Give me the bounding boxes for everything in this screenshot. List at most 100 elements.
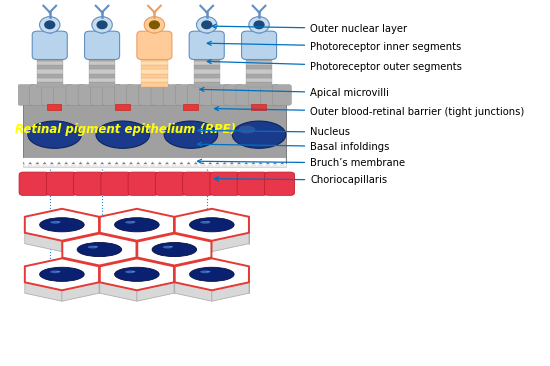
Text: Photoreceptor inner segments: Photoreceptor inner segments bbox=[207, 41, 461, 52]
FancyBboxPatch shape bbox=[141, 65, 168, 69]
Text: Outer blood-retinal barrier (tight junctions): Outer blood-retinal barrier (tight junct… bbox=[214, 107, 524, 117]
Polygon shape bbox=[137, 233, 174, 252]
Polygon shape bbox=[137, 282, 174, 301]
Ellipse shape bbox=[57, 221, 60, 222]
Ellipse shape bbox=[131, 221, 135, 222]
Ellipse shape bbox=[125, 270, 135, 273]
FancyBboxPatch shape bbox=[89, 65, 115, 69]
Polygon shape bbox=[100, 282, 137, 301]
Ellipse shape bbox=[96, 20, 108, 29]
Polygon shape bbox=[212, 282, 249, 301]
FancyBboxPatch shape bbox=[194, 78, 220, 82]
Text: Basal infoldings: Basal infoldings bbox=[197, 142, 389, 152]
FancyBboxPatch shape bbox=[194, 69, 220, 74]
FancyBboxPatch shape bbox=[246, 74, 272, 78]
FancyBboxPatch shape bbox=[139, 85, 158, 105]
Polygon shape bbox=[175, 209, 249, 241]
FancyBboxPatch shape bbox=[30, 85, 48, 105]
Text: Apical microvilli: Apical microvilli bbox=[200, 87, 389, 98]
FancyBboxPatch shape bbox=[19, 172, 50, 195]
Polygon shape bbox=[25, 258, 99, 290]
Polygon shape bbox=[100, 233, 137, 252]
Text: Nucleus: Nucleus bbox=[197, 127, 350, 137]
FancyBboxPatch shape bbox=[272, 85, 292, 105]
FancyBboxPatch shape bbox=[90, 85, 109, 105]
FancyBboxPatch shape bbox=[224, 85, 243, 105]
Ellipse shape bbox=[238, 126, 255, 134]
Ellipse shape bbox=[164, 121, 218, 148]
FancyBboxPatch shape bbox=[237, 172, 267, 195]
FancyBboxPatch shape bbox=[210, 172, 240, 195]
FancyBboxPatch shape bbox=[78, 85, 97, 105]
FancyBboxPatch shape bbox=[47, 104, 62, 111]
Polygon shape bbox=[25, 233, 62, 252]
Polygon shape bbox=[62, 258, 100, 276]
FancyBboxPatch shape bbox=[37, 78, 63, 82]
Ellipse shape bbox=[87, 246, 98, 249]
FancyBboxPatch shape bbox=[23, 103, 286, 163]
FancyBboxPatch shape bbox=[141, 74, 168, 78]
Ellipse shape bbox=[201, 20, 212, 29]
Ellipse shape bbox=[206, 221, 211, 222]
Ellipse shape bbox=[149, 20, 160, 29]
FancyBboxPatch shape bbox=[260, 85, 279, 105]
FancyBboxPatch shape bbox=[265, 172, 295, 195]
FancyBboxPatch shape bbox=[89, 74, 115, 78]
Ellipse shape bbox=[232, 121, 286, 148]
FancyBboxPatch shape bbox=[37, 69, 63, 74]
FancyBboxPatch shape bbox=[89, 69, 115, 74]
Polygon shape bbox=[100, 209, 174, 241]
FancyBboxPatch shape bbox=[194, 56, 220, 61]
Ellipse shape bbox=[163, 246, 173, 249]
Ellipse shape bbox=[249, 16, 270, 33]
Ellipse shape bbox=[114, 267, 159, 281]
FancyBboxPatch shape bbox=[37, 82, 63, 87]
Polygon shape bbox=[62, 282, 99, 301]
FancyBboxPatch shape bbox=[101, 172, 131, 195]
FancyBboxPatch shape bbox=[188, 85, 206, 105]
FancyBboxPatch shape bbox=[246, 65, 272, 69]
FancyBboxPatch shape bbox=[89, 56, 115, 61]
Ellipse shape bbox=[196, 16, 217, 33]
Ellipse shape bbox=[114, 218, 159, 232]
Ellipse shape bbox=[40, 267, 84, 281]
Ellipse shape bbox=[102, 126, 119, 134]
Ellipse shape bbox=[94, 246, 98, 247]
FancyBboxPatch shape bbox=[194, 65, 220, 69]
Ellipse shape bbox=[169, 246, 173, 247]
Ellipse shape bbox=[40, 16, 60, 33]
FancyBboxPatch shape bbox=[194, 82, 220, 87]
Ellipse shape bbox=[200, 221, 210, 224]
FancyBboxPatch shape bbox=[74, 172, 104, 195]
Ellipse shape bbox=[96, 121, 150, 148]
Ellipse shape bbox=[170, 126, 187, 134]
Ellipse shape bbox=[77, 243, 122, 257]
FancyBboxPatch shape bbox=[89, 78, 115, 82]
Polygon shape bbox=[175, 233, 212, 252]
Ellipse shape bbox=[92, 16, 112, 33]
Polygon shape bbox=[212, 233, 249, 252]
FancyBboxPatch shape bbox=[85, 31, 119, 60]
Polygon shape bbox=[25, 209, 99, 241]
Polygon shape bbox=[174, 258, 211, 276]
FancyBboxPatch shape bbox=[200, 85, 218, 105]
FancyBboxPatch shape bbox=[163, 85, 182, 105]
FancyBboxPatch shape bbox=[141, 82, 168, 87]
Text: Outer nuclear layer: Outer nuclear layer bbox=[212, 24, 408, 34]
FancyBboxPatch shape bbox=[128, 172, 158, 195]
FancyBboxPatch shape bbox=[23, 163, 286, 167]
Polygon shape bbox=[175, 282, 212, 301]
FancyBboxPatch shape bbox=[141, 61, 168, 65]
Ellipse shape bbox=[190, 218, 234, 232]
Polygon shape bbox=[100, 258, 136, 276]
FancyBboxPatch shape bbox=[54, 85, 73, 105]
FancyBboxPatch shape bbox=[189, 31, 224, 60]
FancyBboxPatch shape bbox=[246, 69, 272, 74]
Polygon shape bbox=[25, 282, 62, 301]
FancyBboxPatch shape bbox=[18, 85, 36, 105]
FancyBboxPatch shape bbox=[37, 65, 63, 69]
FancyBboxPatch shape bbox=[183, 104, 197, 111]
Ellipse shape bbox=[254, 20, 265, 29]
Ellipse shape bbox=[200, 270, 210, 273]
Polygon shape bbox=[62, 234, 136, 265]
